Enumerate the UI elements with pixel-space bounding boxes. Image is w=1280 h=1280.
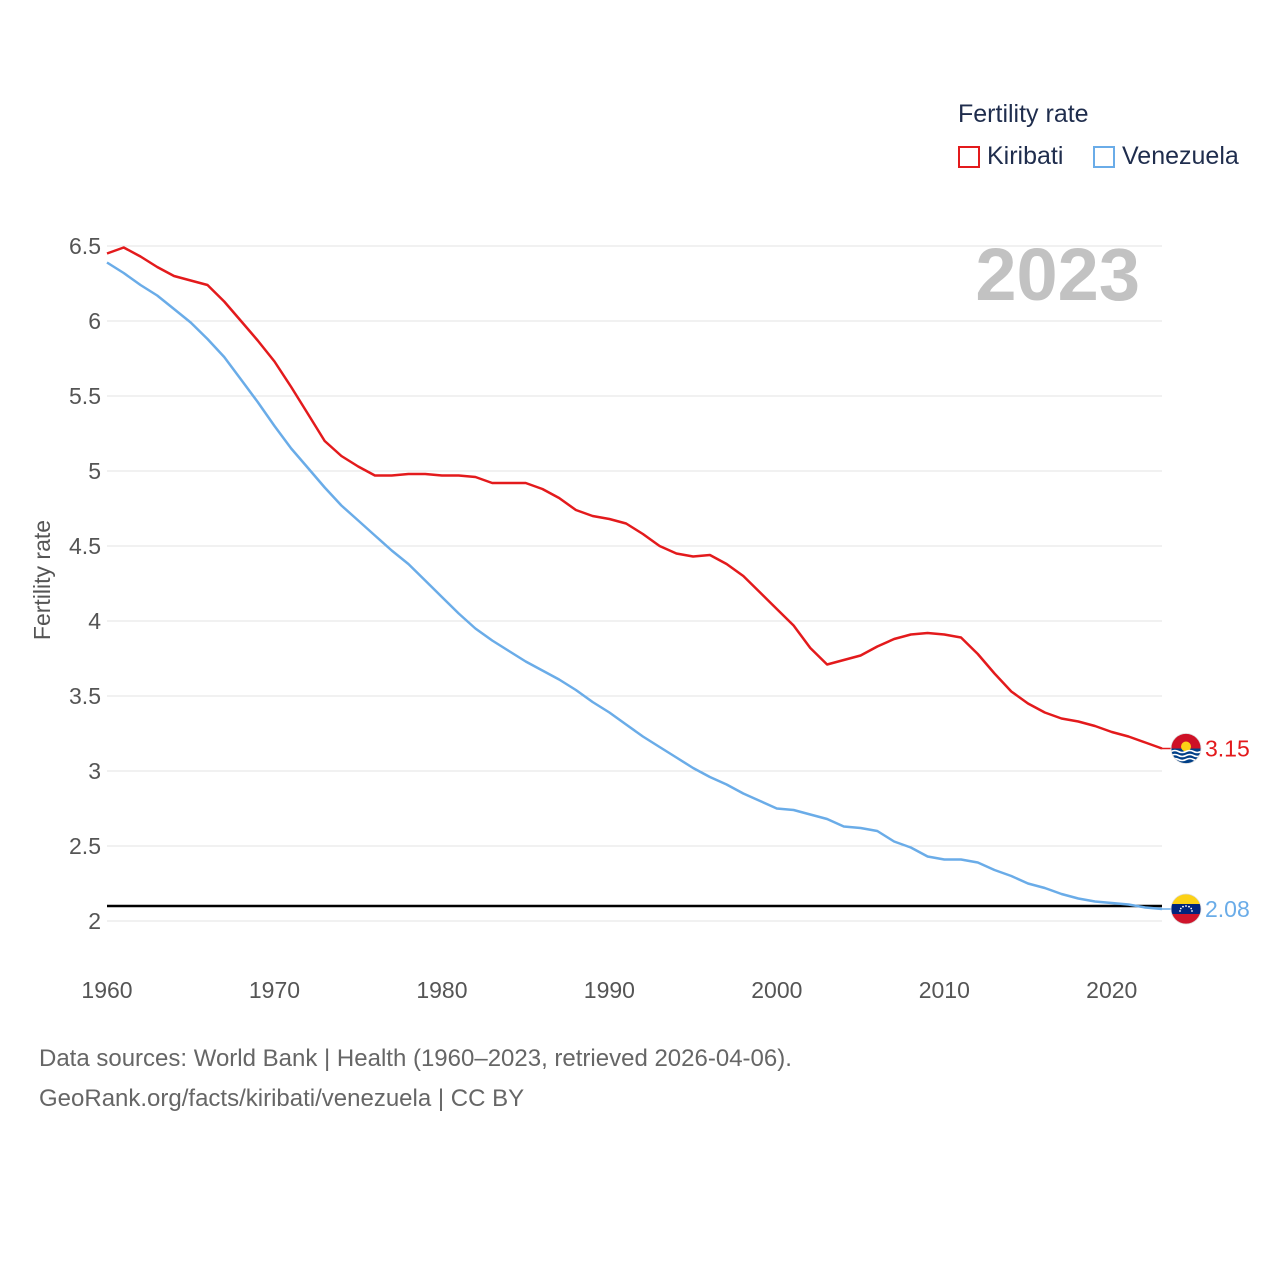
kiribati-flag-icon: [1170, 733, 1202, 764]
series-line-venezuela[interactable]: [106, 261, 1163, 911]
source-line-1: Data sources: World Bank | Health (1960–…: [39, 1045, 792, 1072]
x-tick-label: 1970: [249, 977, 300, 1003]
x-tick-label: 1960: [81, 977, 132, 1003]
series-line-kiribati[interactable]: [106, 246, 1163, 750]
y-tick-label: 2: [88, 908, 101, 934]
tick-layer: 2 2.5 3 3.5 4 4.5 5 5.5 6 6.5 1960 1970 1980 1990 2000…: [69, 233, 1137, 1003]
end-layer: 3.15 2.08: [1162, 733, 1250, 925]
x-tick-label: 2000: [751, 977, 802, 1003]
y-tick-label: 6.5: [69, 233, 101, 259]
end-value-label: 2.08: [1205, 896, 1250, 922]
legend-swatch-kiribati: [958, 145, 980, 168]
legend-label-kiribati: Kiribati: [987, 142, 1064, 170]
y-tick-label: 6: [88, 308, 101, 334]
y-tick-label: 4: [88, 608, 101, 634]
legend-item-venezuela[interactable]: Venezuela: [1093, 142, 1239, 171]
y-axis-label: Fertility rate: [29, 520, 55, 640]
line-chart: 2 2.5 3 3.5 4 4.5 5 5.5 6 6.5 1960 1970 1980 1990 2000…: [29, 233, 1250, 1003]
legend-item-kiribati[interactable]: Kiribati: [958, 142, 1063, 171]
source-line-2[interactable]: GeoRank.org/facts/kiribati/venezuela | C…: [39, 1085, 525, 1112]
venezuela-flag-icon: [1170, 893, 1202, 925]
x-tick-label: 1990: [584, 977, 635, 1003]
x-tick-label: 1980: [416, 977, 467, 1003]
x-tick-label: 2020: [1086, 977, 1137, 1003]
y-tick-label: 3.5: [69, 683, 101, 709]
end-value-label: 3.15: [1205, 736, 1250, 762]
series-layer: [106, 246, 1163, 911]
legend-label-venezuela: Venezuela: [1122, 142, 1239, 170]
x-tick-label: 2010: [919, 977, 970, 1003]
legend-title: Fertility rate: [958, 100, 1089, 128]
y-tick-label: 3: [88, 758, 101, 784]
y-tick-label: 2.5: [69, 833, 101, 859]
grid-layer: [107, 245, 1162, 922]
y-tick-label: 5: [88, 458, 101, 484]
legend-swatch-venezuela: [1093, 145, 1115, 168]
y-tick-label: 4.5: [69, 533, 101, 559]
year-label: 2023: [975, 233, 1140, 316]
y-tick-label: 5.5: [69, 383, 101, 409]
